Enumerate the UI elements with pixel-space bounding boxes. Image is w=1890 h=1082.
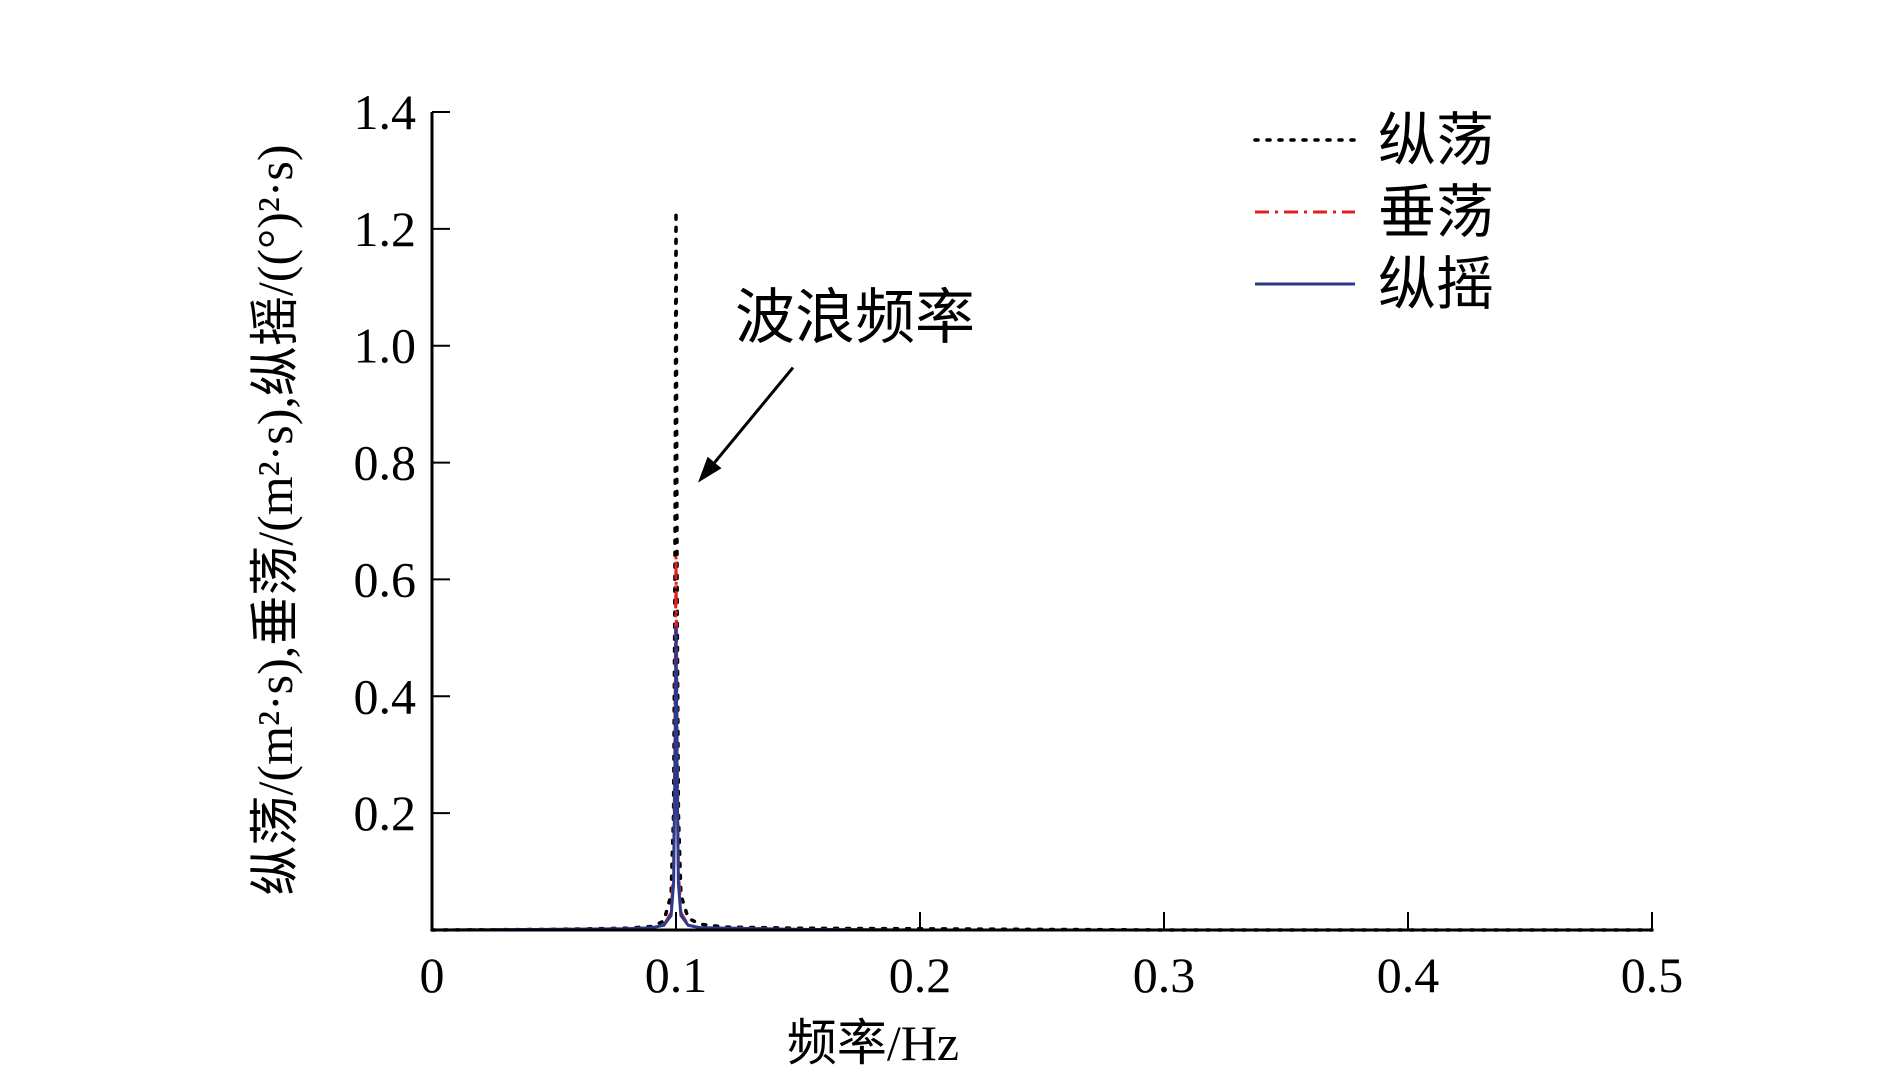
x-tick-label: 0.4: [1377, 947, 1440, 1003]
series-line-3: [431, 626, 1652, 932]
y-tick-label: 0.6: [354, 551, 417, 607]
axes-layer: [430, 112, 1652, 932]
x-tick-label: 0.1: [645, 947, 708, 1003]
x-tick-label: 0.3: [1133, 947, 1196, 1003]
series-line-2: [431, 556, 1652, 932]
y-tick-label: 0.8: [354, 435, 417, 491]
x-tick-label: 0.2: [889, 947, 952, 1003]
x-tick-label: 0: [420, 947, 445, 1003]
legend-label-2: 垂荡: [1378, 180, 1494, 245]
annotation-arrow: [713, 366, 795, 464]
y-tick-label: 0.2: [354, 785, 417, 841]
legend-label-1: 纵荡: [1378, 108, 1494, 173]
x-tick-label: 0.5: [1621, 947, 1684, 1003]
y-axis-label: 纵荡/(m²·s),垂荡/(m²·s),纵摇/((°)²·s): [247, 145, 303, 896]
series-line-1: [430, 211, 1654, 932]
y-tick-label: 1.2: [354, 201, 417, 257]
y-tick-label: 1.0: [354, 318, 417, 374]
y-tick-label: 1.4: [354, 84, 417, 140]
annotation: 波浪频率: [698, 285, 975, 483]
series-layer: [430, 211, 1654, 932]
x-axis-label: 频率/Hz: [787, 1015, 959, 1071]
legend-label-3: 纵摇: [1378, 252, 1494, 317]
annotation-label: 波浪频率: [735, 285, 975, 351]
ticks-layer: 0 0.1 0.2 0.3 0.4 0.5 0.2 0.4 0.6 0.8 1.0 1.2 1.4: [354, 84, 1684, 1003]
y-tick-label: 0.4: [354, 668, 417, 724]
annotation-arrow-head: [698, 456, 722, 483]
